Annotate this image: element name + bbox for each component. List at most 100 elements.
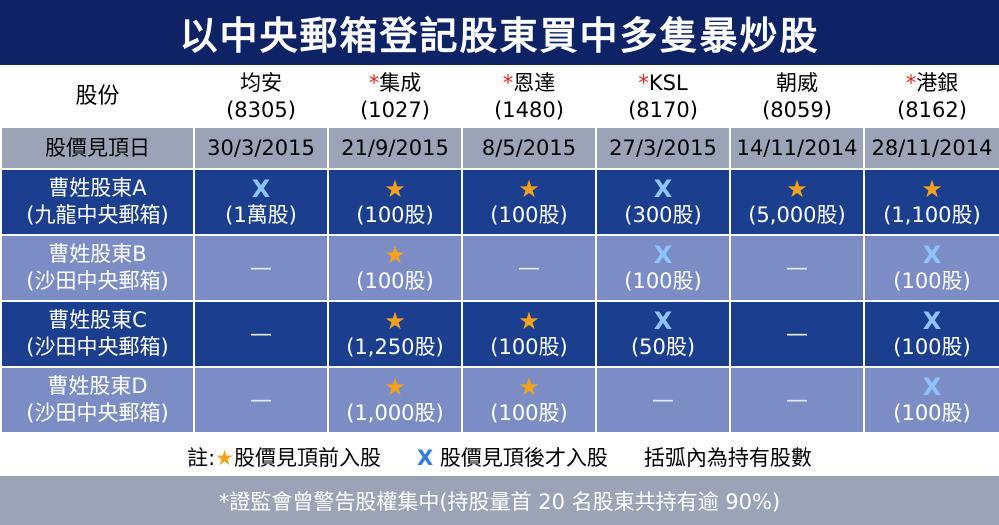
holder-row-c: 曹姓股東C (沙田中央郵箱) — ★ (1,250股) ★ (100股) X (50股) — X (1… [0,300,999,368]
star-icon: ★ [384,174,406,203]
holder-name: 曹姓股東D [47,374,148,398]
stock-code: (8059) [762,97,832,122]
holding-cell: — [729,366,865,434]
share-amount: (100股) [356,202,434,227]
x-mark-icon: X [653,306,673,335]
holding-cell: ★ (100股) [461,366,597,434]
share-amount: (5,000股) [748,202,846,227]
holding-cell: X (100股) [595,234,731,302]
holding-cell: ★ (100股) [327,234,463,302]
stock-name: 恩達 [513,70,556,95]
share-amount: (1,000股) [346,400,444,425]
star-icon: ★ [786,174,808,203]
share-amount: (100股) [893,334,971,359]
share-amount: (100股) [893,268,971,293]
no-holding-dash: — [786,255,808,281]
no-holding-dash: — [786,321,808,347]
holding-cell: X (50股) [595,300,731,368]
peak-date: 28/11/2014 [863,126,999,170]
no-holding-dash: — [250,387,272,413]
stock-name: 均安 [240,70,282,95]
star-icon: ★ [518,174,540,203]
stock-name: 集成 [379,70,422,95]
holder-row-d: 曹姓股東D (沙田中央郵箱) — ★ (1,000股) ★ (100股) — — X (100股) [0,366,999,434]
holder-row-b: 曹姓股東B (沙田中央郵箱) — ★ (100股) — X (100股) — X (100股) [0,234,999,302]
legend-item-x: X 股價見頂後才入股 [417,442,608,472]
holding-cell: X (300股) [595,168,731,236]
holding-cell: ★ (1,100股) [863,168,999,236]
peak-date: 21/9/2015 [327,126,463,170]
stock-name: 港銀 [916,70,959,95]
holding-cell: ★ (5,000股) [729,168,865,236]
legend-prefix: 註: [187,446,216,470]
stock-header: 均安 (8305) [193,65,329,128]
holding-cell: X (1萬股) [193,168,329,236]
holder-label: 曹姓股東D (沙田中央郵箱) [0,366,195,434]
stock-name: KSL [648,70,688,95]
no-holding-dash: — [518,255,540,281]
holder-mailbox: (九龍中央郵箱) [26,203,169,227]
warning-asterisk: * [368,70,380,95]
holder-mailbox: (沙田中央郵箱) [26,401,169,425]
peak-date-row: 股價見頂日 30/3/2015 21/9/2015 8/5/2015 27/3/… [0,126,999,170]
x-mark-icon: X [251,174,271,203]
x-mark-icon: X [417,446,434,470]
peak-date: 8/5/2015 [461,126,597,170]
holder-name: 曹姓股東A [48,176,147,200]
header-row: 股份 均安 (8305) *集成 (1027) *恩達 (1480) *KSL (817… [0,65,999,128]
stock-code: (1027) [360,97,430,122]
legend-star-text: 股價見頂前入股 [234,446,381,470]
peak-date: 27/3/2015 [595,126,731,170]
x-mark-icon: X [922,240,942,269]
share-amount: (100股) [490,334,568,359]
x-mark-icon: X [922,372,942,401]
stock-header: 朝威 (8059) [729,65,865,128]
x-mark-icon: X [653,174,673,203]
date-label: 股價見頂日 [0,126,195,170]
warning-asterisk: * [638,70,649,95]
star-icon: ★ [518,372,540,401]
share-amount: (100股) [356,268,434,293]
holding-cell: — [729,300,865,368]
share-amount: (100股) [490,400,568,425]
stock-code: (8305) [226,97,296,122]
share-amount: (100股) [490,202,568,227]
holder-label: 曹姓股東B (沙田中央郵箱) [0,234,195,302]
peak-date: 14/11/2014 [729,126,865,170]
no-holding-dash: — [250,255,272,281]
share-amount: (100股) [893,400,971,425]
star-icon: ★ [384,306,406,335]
footer-note: *證監會曾警告股權集中(持股量首 20 名股東共持有逾 90%) [0,476,999,525]
peak-date: 30/3/2015 [193,126,329,170]
no-holding-dash: — [652,387,674,413]
star-icon: ★ [215,446,234,470]
holder-label: 曹姓股東A (九龍中央郵箱) [0,168,195,236]
stock-name: 朝威 [776,70,818,95]
star-icon: ★ [384,240,406,269]
share-amount: (100股) [624,268,702,293]
holding-cell: ★ (1,250股) [327,300,463,368]
holding-cell: — [193,366,329,434]
holding-cell: ★ (1,000股) [327,366,463,434]
holding-cell: X (100股) [863,366,999,434]
x-mark-icon: X [653,240,673,269]
stock-header: *恩達 (1480) [461,65,597,128]
holding-cell: — [193,234,329,302]
page-title: 以中央郵箱登記股東買中多隻暴炒股 [0,0,999,65]
share-amount: (1,250股) [346,334,444,359]
holder-row-a: 曹姓股東A (九龍中央郵箱) X (1萬股) ★ (100股) ★ (100股) X (300股)… [0,168,999,236]
no-holding-dash: — [786,387,808,413]
holding-cell: — [193,300,329,368]
share-amount: (1萬股) [225,202,297,227]
share-amount: (1,100股) [883,202,981,227]
stock-code: (8170) [628,97,698,122]
warning-asterisk: * [905,70,917,95]
star-icon: ★ [518,306,540,335]
holder-name: 曹姓股東B [48,242,147,266]
holding-cell: — [729,234,865,302]
holding-cell: X (100股) [863,234,999,302]
holding-cell: ★ (100股) [461,168,597,236]
legend-note: 括弧內為持有股數 [643,446,812,470]
holding-cell: ★ (100股) [327,168,463,236]
